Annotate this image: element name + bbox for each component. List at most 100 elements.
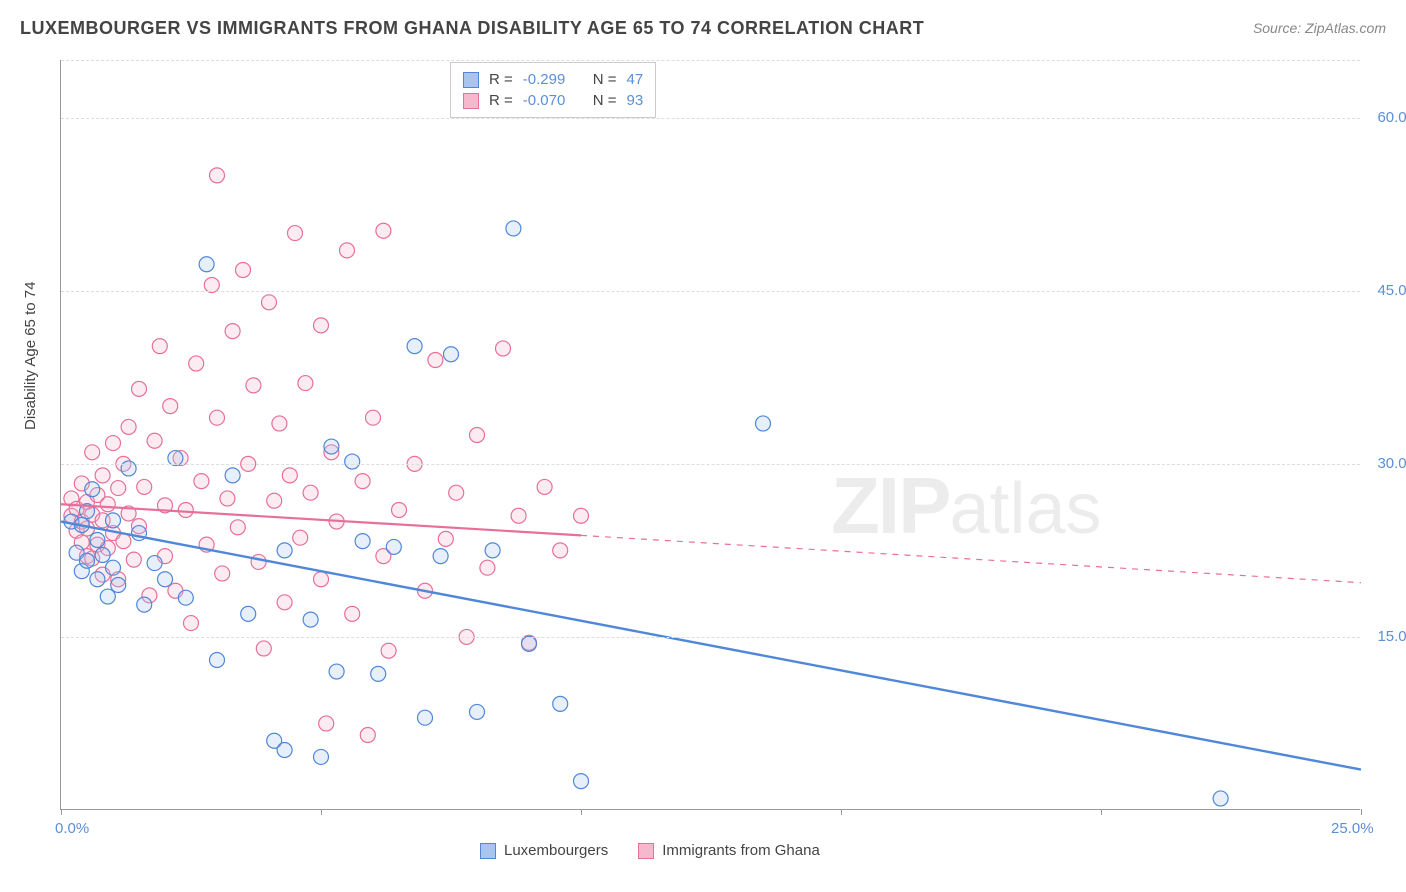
data-point-lux xyxy=(386,539,401,554)
data-point-lux xyxy=(100,589,115,604)
data-point-gha xyxy=(147,433,162,448)
data-point-gha xyxy=(511,508,526,523)
data-point-lux xyxy=(355,534,370,549)
data-point-gha xyxy=(100,497,115,512)
legend-row-lux: R =-0.299N =47 xyxy=(463,69,643,90)
data-point-lux xyxy=(324,439,339,454)
legend-swatch xyxy=(480,843,496,859)
data-point-gha xyxy=(189,356,204,371)
data-point-lux xyxy=(106,513,121,528)
legend-row-gha: R =-0.070N =93 xyxy=(463,90,643,111)
data-point-lux xyxy=(444,347,459,362)
data-point-lux xyxy=(147,556,162,571)
data-point-gha xyxy=(116,534,131,549)
x-tick-label: 0.0% xyxy=(55,820,89,837)
data-point-gha xyxy=(220,491,235,506)
data-point-gha xyxy=(225,324,240,339)
data-point-gha xyxy=(256,641,271,656)
y-tick-label: 60.0% xyxy=(1365,109,1406,126)
data-point-gha xyxy=(392,503,407,518)
data-point-gha xyxy=(111,481,126,496)
data-point-lux xyxy=(433,549,448,564)
data-point-gha xyxy=(314,572,329,587)
grid-line xyxy=(61,291,1360,292)
data-point-gha xyxy=(293,530,308,545)
data-point-lux xyxy=(277,743,292,758)
data-point-lux xyxy=(470,704,485,719)
bottom-legend-item-gha: Immigrants from Ghana xyxy=(638,842,820,859)
data-point-gha xyxy=(137,479,152,494)
data-point-gha xyxy=(210,168,225,183)
data-point-lux xyxy=(574,774,589,789)
data-point-lux xyxy=(522,636,537,651)
legend-r-label: R = xyxy=(489,71,513,88)
data-point-gha xyxy=(126,552,141,567)
data-point-lux xyxy=(345,454,360,469)
trend-line-dashed-gha xyxy=(581,535,1361,582)
data-point-gha xyxy=(381,643,396,658)
data-point-lux xyxy=(241,606,256,621)
x-tick xyxy=(1361,809,1362,815)
data-point-lux xyxy=(314,749,329,764)
x-tick xyxy=(1101,809,1102,815)
legend-swatch xyxy=(463,93,479,109)
bottom-legend-item-lux: Luxembourgers xyxy=(480,842,608,859)
legend-n-label: N = xyxy=(593,92,617,109)
legend-n-value: 47 xyxy=(627,71,644,88)
data-point-gha xyxy=(360,728,375,743)
data-point-lux xyxy=(1213,791,1228,806)
data-point-gha xyxy=(178,503,193,518)
y-tick-label: 45.0% xyxy=(1365,282,1406,299)
data-point-lux xyxy=(553,696,568,711)
data-point-gha xyxy=(319,716,334,731)
legend-r-value: -0.299 xyxy=(523,71,583,88)
data-point-lux xyxy=(418,710,433,725)
data-point-gha xyxy=(85,445,100,460)
y-tick-label: 15.0% xyxy=(1365,628,1406,645)
bottom-legend-label: Luxembourgers xyxy=(504,842,608,859)
data-point-gha xyxy=(230,520,245,535)
y-axis-label: Disability Age 65 to 74 xyxy=(22,282,39,430)
data-point-gha xyxy=(246,378,261,393)
data-point-gha xyxy=(288,226,303,241)
data-point-gha xyxy=(345,606,360,621)
data-point-gha xyxy=(376,223,391,238)
data-point-lux xyxy=(210,653,225,668)
data-point-lux xyxy=(277,543,292,558)
data-point-gha xyxy=(340,243,355,258)
data-point-lux xyxy=(506,221,521,236)
data-point-gha xyxy=(553,543,568,558)
data-point-lux xyxy=(90,572,105,587)
data-point-gha xyxy=(574,508,589,523)
legend-swatch xyxy=(463,72,479,88)
y-tick-label: 30.0% xyxy=(1365,455,1406,472)
data-point-gha xyxy=(470,428,485,443)
plot-area: ZIPatlas 15.0%30.0%45.0%60.0%0.0%25.0% xyxy=(60,60,1360,810)
data-point-lux xyxy=(329,664,344,679)
data-point-gha xyxy=(210,410,225,425)
data-point-gha xyxy=(95,468,110,483)
data-point-lux xyxy=(225,468,240,483)
chart-container: LUXEMBOURGER VS IMMIGRANTS FROM GHANA DI… xyxy=(0,0,1406,892)
data-point-gha xyxy=(480,560,495,575)
data-point-gha xyxy=(236,263,251,278)
data-point-lux xyxy=(137,597,152,612)
chart-svg xyxy=(61,60,1360,809)
grid-line xyxy=(61,464,1360,465)
data-point-gha xyxy=(298,376,313,391)
x-tick-label: 25.0% xyxy=(1331,820,1374,837)
x-tick xyxy=(61,809,62,815)
data-point-lux xyxy=(178,590,193,605)
data-point-gha xyxy=(262,295,277,310)
data-point-gha xyxy=(251,554,266,569)
data-point-gha xyxy=(303,485,318,500)
data-point-lux xyxy=(407,339,422,354)
data-point-gha xyxy=(272,416,287,431)
legend-r-label: R = xyxy=(489,92,513,109)
data-point-lux xyxy=(111,578,126,593)
grid-line xyxy=(61,118,1360,119)
data-point-gha xyxy=(121,419,136,434)
data-point-gha xyxy=(438,531,453,546)
data-point-gha xyxy=(152,339,167,354)
data-point-gha xyxy=(277,595,292,610)
